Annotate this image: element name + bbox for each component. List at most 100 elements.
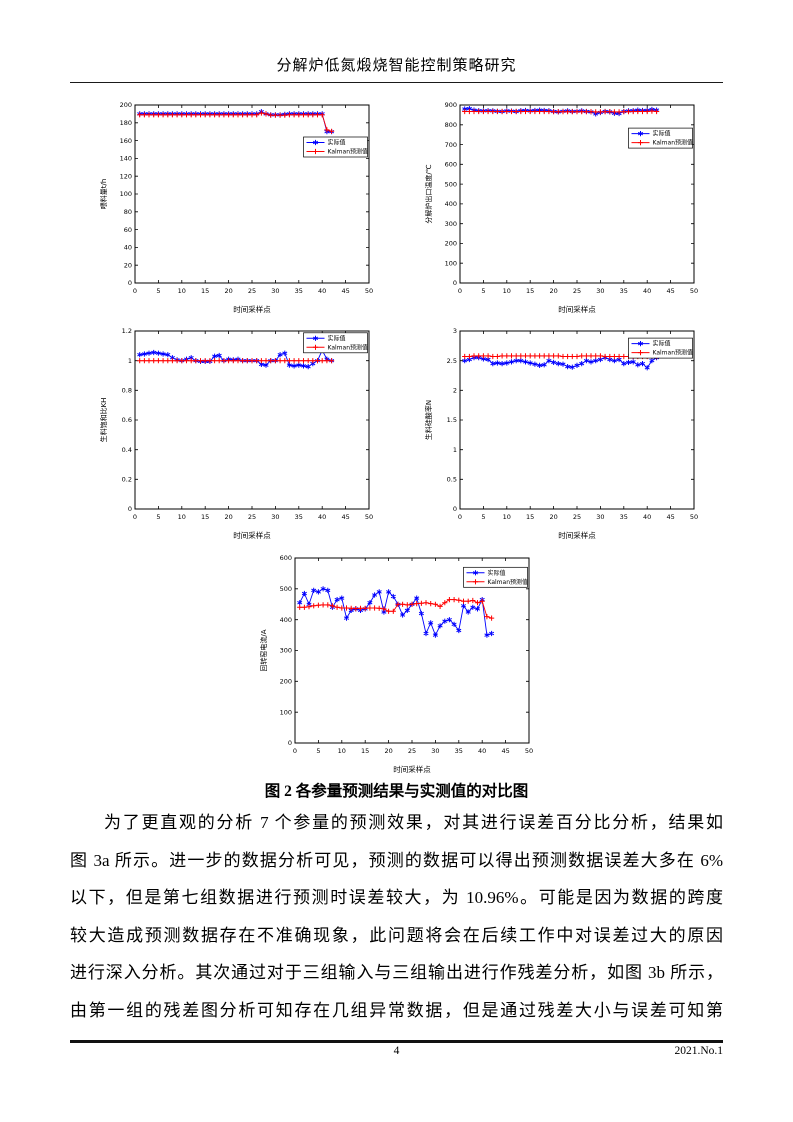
svg-text:0: 0 [288,739,292,747]
svg-text:20: 20 [384,747,392,755]
svg-text:时间采样点: 时间采样点 [558,530,596,540]
svg-text:180: 180 [120,119,132,127]
svg-text:15: 15 [201,287,209,295]
svg-text:25: 25 [248,287,256,295]
paragraph-line: 为了更直观的分析 7 个参量的预测效果，对其进行误差百分比分析，结果如 [104,813,723,832]
svg-text:35: 35 [620,513,628,521]
svg-text:时间采样点: 时间采样点 [393,764,431,774]
svg-text:时间采样点: 时间采样点 [558,304,596,314]
svg-text:500: 500 [280,585,292,593]
paragraph-line: 由第一组的残差图分析可知存在几组异常数据，但是通过残差大小与误差可知第 [70,1000,723,1020]
svg-text:20: 20 [224,513,232,521]
svg-text:600: 600 [445,161,457,169]
svg-text:40: 40 [318,287,326,295]
svg-text:时间采样点: 时间采样点 [233,530,271,540]
paragraph-line: 以下，但是第七组数据进行预测时误差较大，为 10.96%。可能是因为数据的跨度 [70,888,723,907]
svg-text:1.5: 1.5 [447,416,457,424]
svg-text:600: 600 [280,554,292,562]
svg-text:45: 45 [666,513,674,521]
svg-text:900: 900 [445,101,457,109]
page-number: 4 [393,1045,400,1057]
paragraph-line: 图 3a 所示。进一步的数据分析可见，预测的数据可以得出预测数据误差大多在 6% [70,850,723,870]
svg-text:60: 60 [124,226,132,234]
svg-text:Kalman预测值: Kalman预测值 [653,349,694,357]
svg-text:回转窑电流/A: 回转窑电流/A [259,629,268,671]
svg-text:50: 50 [690,287,698,295]
svg-text:Kalman预测值: Kalman预测值 [653,139,694,147]
svg-text:25: 25 [248,513,256,521]
svg-text:700: 700 [445,141,457,149]
chart-raw-meal-saturation-ratio-kh: 0 5 10 15 20 25 30 35 40 45 50 0 0.2 0.4 0.6 0.8 1 1.2 生料饱… [95,321,385,541]
svg-text:25: 25 [573,287,581,295]
svg-text:100: 100 [120,190,132,198]
svg-text:300: 300 [280,647,292,655]
svg-text:25: 25 [408,747,416,755]
svg-text:0: 0 [453,279,457,287]
svg-text:800: 800 [445,121,457,129]
svg-text:80: 80 [124,208,132,216]
svg-text:10: 10 [503,287,511,295]
figure-2-caption: 图 2 各参量预测结果与实测值的对比图 [264,783,529,800]
header-divider [70,82,723,83]
svg-text:20: 20 [549,513,557,521]
paragraph-line: 进行深入分析。其次通过对于三组输入与三组输出进行作残差分析，如图 3b 所示， [70,963,723,982]
svg-text:10: 10 [178,287,186,295]
svg-text:1: 1 [128,357,132,365]
chart-rotary-kiln-current: 0 5 10 15 20 25 30 35 40 45 50 0 100 200 300 400 500 600 回… [255,548,545,775]
svg-text:0: 0 [458,513,462,521]
svg-text:20: 20 [549,287,557,295]
svg-text:25: 25 [573,513,581,521]
svg-text:实际值: 实际值 [653,130,671,138]
svg-text:50: 50 [365,513,373,521]
svg-text:400: 400 [280,616,292,624]
svg-text:0: 0 [458,287,462,295]
svg-text:0: 0 [128,505,132,513]
svg-text:45: 45 [341,513,349,521]
svg-text:30: 30 [271,287,279,295]
svg-text:Kalman预测值: Kalman预测值 [488,578,529,586]
svg-text:35: 35 [455,747,463,755]
svg-text:30: 30 [596,513,604,521]
body-paragraph: 为了更直观的分析 7 个参量的预测效果，对其进行误差百分比分析，结果如 图 3a… [70,804,723,1029]
svg-text:50: 50 [365,287,373,295]
svg-text:35: 35 [295,287,303,295]
svg-text:10: 10 [338,747,346,755]
svg-text:生料饱和比KH: 生料饱和比KH [99,398,108,443]
svg-text:分解炉出口温度/℃: 分解炉出口温度/℃ [424,164,433,223]
svg-text:实际值: 实际值 [328,139,346,147]
svg-text:40: 40 [478,747,486,755]
chart-feed-rate: 0 5 10 15 20 25 30 35 40 45 50 0 20 40 60 80 100 120 140 16… [95,95,385,315]
svg-text:15: 15 [526,287,534,295]
svg-text:5: 5 [481,513,485,521]
svg-text:5: 5 [156,287,160,295]
svg-text:50: 50 [690,513,698,521]
svg-text:30: 30 [271,513,279,521]
svg-text:0.5: 0.5 [447,476,457,484]
svg-text:2: 2 [453,387,457,395]
svg-text:45: 45 [501,747,509,755]
svg-text:50: 50 [525,747,533,755]
chart-calciner-outlet-temperature: 0 5 10 15 20 25 30 35 40 45 50 0 100 200 300 400 500 600 7… [420,95,710,315]
svg-text:生料硅酸率N: 生料硅酸率N [424,400,433,440]
issue-label: 2021.No.1 [674,1045,723,1057]
svg-text:5: 5 [316,747,320,755]
svg-text:200: 200 [120,101,132,109]
svg-text:20: 20 [124,261,132,269]
svg-text:40: 40 [643,287,651,295]
svg-text:140: 140 [120,155,132,163]
svg-text:1.2: 1.2 [122,327,132,335]
svg-text:40: 40 [318,513,326,521]
svg-text:2.5: 2.5 [447,357,457,365]
svg-text:0.2: 0.2 [122,476,132,484]
svg-text:30: 30 [431,747,439,755]
chart-raw-meal-silica-ratio-n: 0 5 10 15 20 25 30 35 40 45 50 0 0.5 1 1.5 2 2.5 3 生料硅酸率N 时… [420,321,710,541]
svg-text:15: 15 [201,513,209,521]
svg-text:45: 45 [341,287,349,295]
footer-divider [70,1040,723,1043]
svg-text:实际值: 实际值 [488,569,506,577]
svg-text:5: 5 [156,513,160,521]
svg-text:0: 0 [453,505,457,513]
svg-text:400: 400 [445,200,457,208]
svg-text:500: 500 [445,180,457,188]
